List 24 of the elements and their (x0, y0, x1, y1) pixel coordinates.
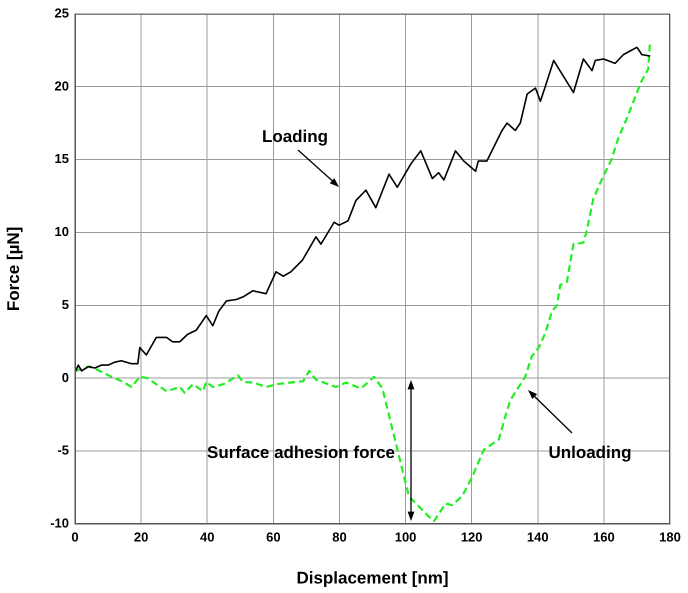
annotation: Unloading (548, 442, 632, 464)
x-axis-title: Displacement [nm] (296, 568, 449, 588)
x-tick-label: 40 (200, 529, 214, 544)
y-tick-label: 15 (54, 151, 69, 166)
line-series (75, 43, 651, 522)
y-tick-label: 0 (62, 370, 69, 385)
x-tick-label: 60 (266, 529, 281, 544)
x-tick-label: 80 (332, 529, 347, 544)
x-tick-label: 100 (394, 529, 416, 544)
y-axis-title: Force [µN] (4, 226, 23, 312)
x-tick-label: 160 (593, 529, 615, 544)
x-tick-label: 140 (526, 529, 549, 544)
x-tick-label: 20 (134, 529, 148, 544)
annotation: Surface adhesion force (206, 442, 395, 464)
y-tick-label: -10 (50, 516, 69, 531)
x-tick-label: 180 (659, 529, 681, 544)
y-tick-label: 25 (54, 5, 69, 20)
y-tick-label: -5 (57, 442, 69, 458)
y-tick-label: 20 (54, 78, 69, 94)
y-tick-label: 10 (54, 224, 69, 240)
x-tick-label: 0 (71, 529, 79, 544)
y-tick-label: 5 (62, 296, 69, 312)
x-tick-label: 120 (460, 529, 483, 544)
annotation: Loading (262, 126, 328, 148)
